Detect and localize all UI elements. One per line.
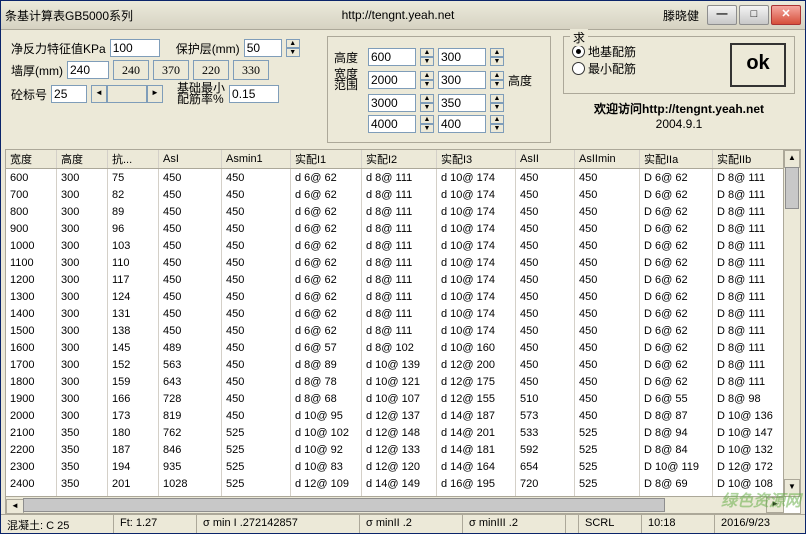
cover-input[interactable]: [244, 39, 282, 57]
radio-min[interactable]: 最小配筋: [572, 60, 636, 77]
solve-legend: 求: [570, 29, 588, 46]
grade-input[interactable]: [51, 85, 87, 103]
app-title: 条基计算表GB5000系列: [5, 7, 133, 24]
status-s3: σ minIII .2: [463, 515, 566, 533]
col-header[interactable]: 实配IIb: [713, 150, 785, 169]
minimize-button[interactable]: —: [707, 5, 737, 25]
table-row[interactable]: 1600300145489450d 6@ 57d 8@ 102d 10@ 160…: [6, 339, 784, 356]
wall-btn-1[interactable]: 370: [153, 60, 189, 80]
table-row[interactable]: 24003502011028525d 12@ 109d 14@ 149d 16@…: [6, 475, 784, 492]
status-s2: σ minII .2: [360, 515, 463, 533]
table-row[interactable]: 1000300103450450d 6@ 62d 8@ 111d 10@ 174…: [6, 237, 784, 254]
col-header[interactable]: 宽度: [6, 150, 57, 169]
table-row[interactable]: 2000300173819450d 10@ 95d 12@ 137d 14@ 1…: [6, 407, 784, 424]
table-row[interactable]: 2100350180762525d 10@ 102d 12@ 148d 14@ …: [6, 424, 784, 441]
w1-input[interactable]: [368, 71, 416, 89]
w2b-input[interactable]: [438, 94, 486, 112]
data-table-wrap: 宽度高度抗...AsIAsmin1实配I1实配I2实配I3AsIIAsIImin…: [5, 149, 801, 514]
titlebar: 条基计算表GB5000系列 http://tengnt.yeah.net 滕晓健…: [1, 1, 805, 30]
welcome-text: 欢迎访问http://tengnt.yeah.net: [563, 100, 795, 117]
table-row[interactable]: 1400300131450450d 6@ 62d 8@ 111d 10@ 174…: [6, 305, 784, 322]
col-header[interactable]: AsI: [159, 150, 222, 169]
col-header[interactable]: 实配I2: [362, 150, 437, 169]
wall-label: 墙厚(mm): [11, 62, 63, 79]
ratio-label: 基础最小 配筋率%: [177, 83, 225, 105]
maximize-button[interactable]: □: [739, 5, 769, 25]
title-author: 滕晓健: [663, 7, 699, 24]
table-row[interactable]: 2200350187846525d 10@ 92d 12@ 133d 14@ 1…: [6, 441, 784, 458]
h-to-input[interactable]: [438, 48, 486, 66]
status-s1: σ min I .272142857: [197, 515, 360, 533]
status-scrl: SCRL: [579, 515, 642, 533]
col-header[interactable]: 实配I1: [291, 150, 362, 169]
close-button[interactable]: ✕: [771, 5, 801, 25]
status-ft: Ft: 1.27: [114, 515, 197, 533]
table-row[interactable]: 1100300110450450d 6@ 62d 8@ 111d 10@ 174…: [6, 254, 784, 271]
col-header[interactable]: 高度: [57, 150, 108, 169]
table-row[interactable]: 1900300166728450d 8@ 68d 10@ 107d 12@ 15…: [6, 390, 784, 407]
wall-btn-2[interactable]: 220: [193, 60, 229, 80]
col-header[interactable]: AsIImin: [575, 150, 640, 169]
col-header[interactable]: 抗...: [108, 150, 159, 169]
table-row[interactable]: 1200300117450450d 6@ 62d 8@ 111d 10@ 174…: [6, 271, 784, 288]
kpa-label: 净反力特征值KPa: [11, 40, 106, 57]
wall-input[interactable]: [67, 61, 109, 79]
w2-input[interactable]: [368, 94, 416, 112]
status-time: 10:18: [642, 515, 715, 533]
statusbar: 混凝土: C 25 Ft: 1.27 σ min I .272142857 σ …: [1, 514, 805, 533]
table-row[interactable]: 90030096450450d 6@ 62d 8@ 111d 10@ 17445…: [6, 220, 784, 237]
solve-group: 求 地基配筋 最小配筋 ok: [563, 36, 795, 94]
col-header[interactable]: 实配IIa: [640, 150, 713, 169]
w3-input[interactable]: [368, 115, 416, 133]
kpa-input[interactable]: [110, 39, 160, 57]
table-row[interactable]: 2300350194935525d 10@ 83d 12@ 120d 14@ 1…: [6, 458, 784, 475]
w1b-input[interactable]: [438, 71, 486, 89]
h-from-input[interactable]: [368, 48, 416, 66]
hd-label: 高度: [508, 72, 532, 89]
horizontal-scrollbar[interactable]: ◄►: [6, 496, 784, 513]
top-panel: 净反力特征值KPa 保护层(mm) ▲▼ 墙厚(mm) 240 370 220 …: [1, 30, 805, 149]
table-row[interactable]: 1700300152563450d 8@ 89d 10@ 139d 12@ 20…: [6, 356, 784, 373]
table-row[interactable]: 1800300159643450d 8@ 78d 10@ 121d 12@ 17…: [6, 373, 784, 390]
status-date: 2016/9/23: [715, 515, 806, 533]
app-window: 条基计算表GB5000系列 http://tengnt.yeah.net 滕晓健…: [0, 0, 806, 534]
grade-label: 砼标号: [11, 86, 47, 103]
col-header[interactable]: 实配I3: [437, 150, 516, 169]
wall-btn-0[interactable]: 240: [113, 60, 149, 80]
ok-button[interactable]: ok: [730, 43, 786, 87]
width-label: 宽度 范围: [334, 69, 364, 91]
grade-scroll[interactable]: ◄►: [91, 85, 163, 103]
height-label: 高度: [334, 49, 364, 66]
data-table: 宽度高度抗...AsIAsmin1实配I1实配I2实配I3AsIIAsIImin…: [6, 150, 784, 497]
vertical-scrollbar[interactable]: ▲▼: [783, 150, 800, 497]
cover-label: 保护层(mm): [176, 40, 240, 57]
date-text: 2004.9.1: [563, 117, 795, 131]
title-url: http://tengnt.yeah.net: [133, 8, 663, 22]
table-row[interactable]: 70030082450450d 6@ 62d 8@ 111d 10@ 17445…: [6, 186, 784, 203]
range-group: 高度 ▲▼ ▲▼ 宽度 范围 ▲▼ ▲▼ 高度 ▲▼ ▲▼ ▲▼ ▲▼: [327, 36, 551, 143]
table-row[interactable]: 60030075450450d 6@ 62d 8@ 111d 10@ 17445…: [6, 169, 784, 187]
ratio-input[interactable]: [229, 85, 279, 103]
table-row[interactable]: 1500300138450450d 6@ 62d 8@ 111d 10@ 174…: [6, 322, 784, 339]
w3b-input[interactable]: [438, 115, 486, 133]
status-concrete: 混凝土: C 25: [1, 515, 114, 533]
col-header[interactable]: Asmin1: [222, 150, 291, 169]
table-row[interactable]: 80030089450450d 6@ 62d 8@ 111d 10@ 17445…: [6, 203, 784, 220]
wall-btn-3[interactable]: 330: [233, 60, 269, 80]
col-header[interactable]: AsII: [516, 150, 575, 169]
cover-spin[interactable]: ▲▼: [286, 39, 300, 57]
table-row[interactable]: 1300300124450450d 6@ 62d 8@ 111d 10@ 174…: [6, 288, 784, 305]
